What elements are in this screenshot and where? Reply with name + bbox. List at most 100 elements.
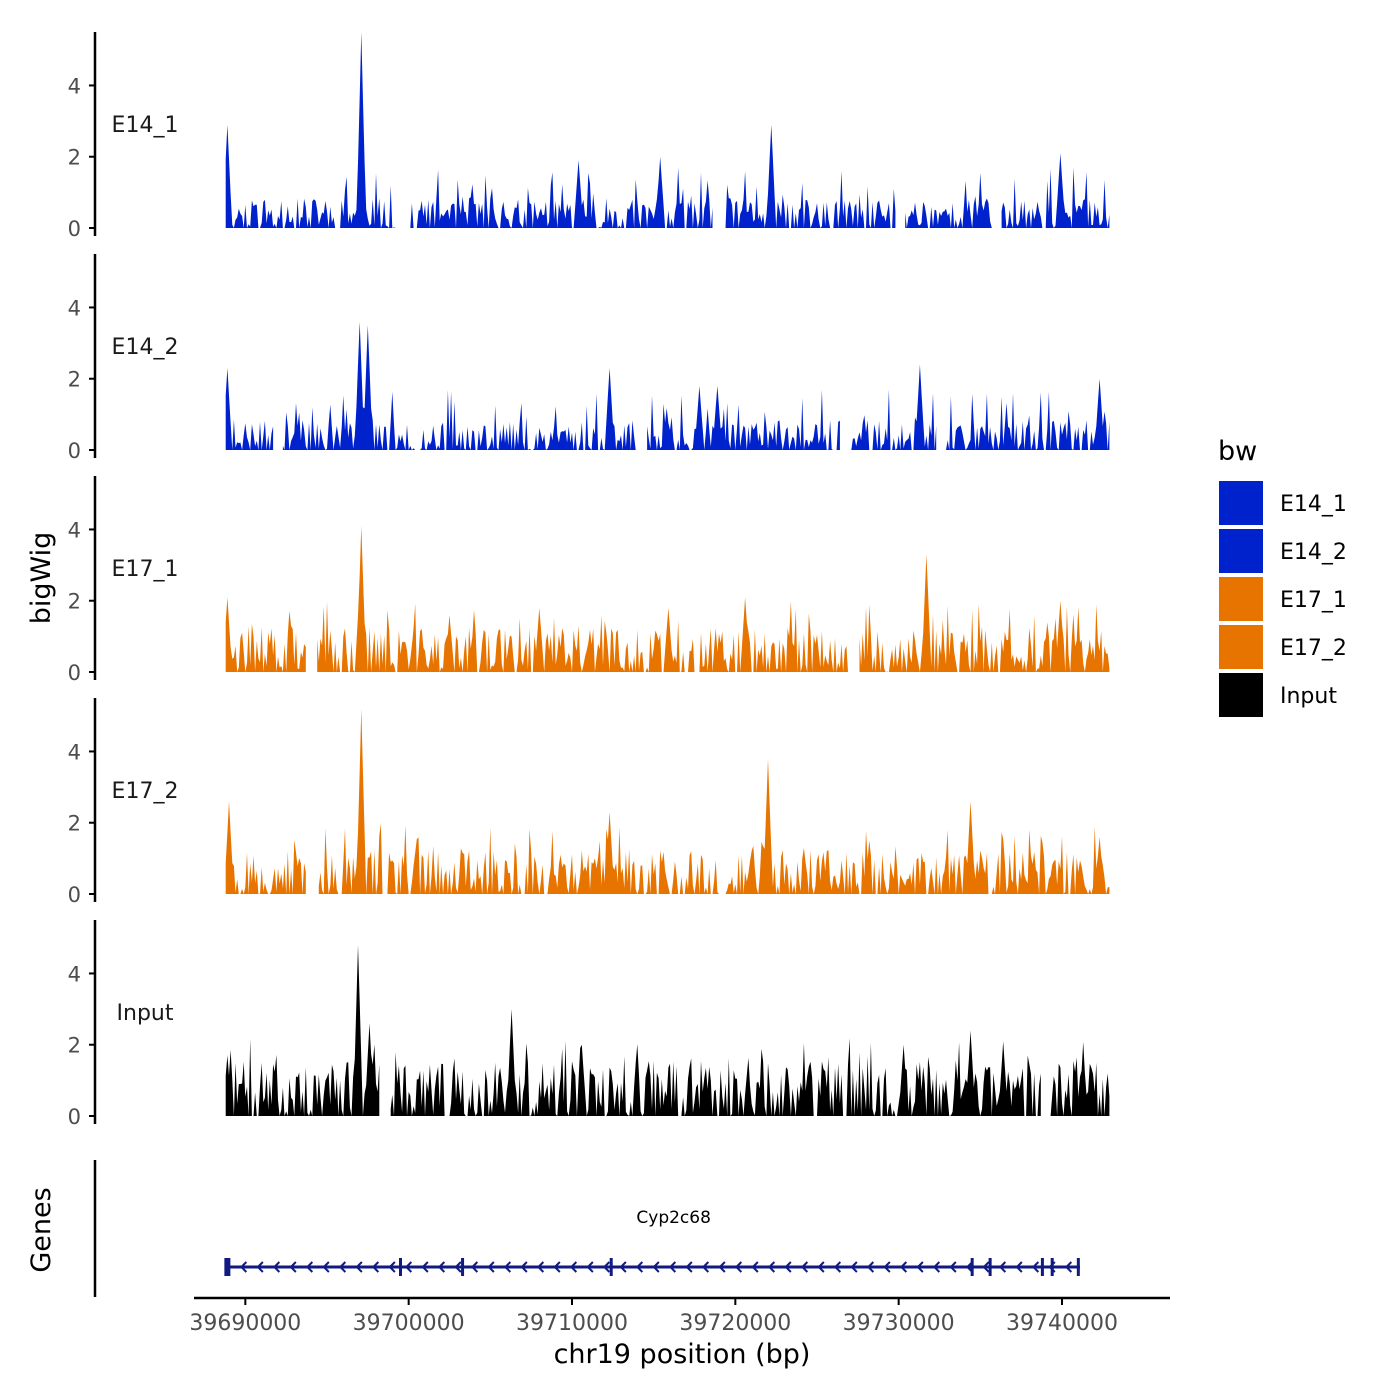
strand-arrow — [338, 1261, 347, 1273]
y-tick-label: 2 — [68, 590, 81, 614]
signal-area — [318, 708, 1110, 894]
strand-arrow — [652, 1261, 660, 1273]
strand-arrow — [668, 1261, 677, 1273]
y-tick-label: 0 — [68, 217, 81, 241]
strand-arrow — [553, 1261, 561, 1273]
gene-name: Cyp2c68 — [636, 1208, 711, 1228]
legend-label: E17_2 — [1280, 636, 1347, 661]
x-axis-title: chr19 position (bp) — [554, 1339, 811, 1370]
strand-arrow — [520, 1261, 528, 1273]
strand-arrow — [437, 1261, 446, 1273]
track-E17_1: 0 2 4 E17_1 — [68, 476, 1110, 685]
x-tick-label: 39710000 — [516, 1311, 628, 1336]
signal-area — [225, 368, 274, 450]
exon — [970, 1258, 974, 1276]
exon — [461, 1258, 465, 1276]
strand-arrow — [388, 1261, 396, 1273]
strand-arrow — [982, 1261, 990, 1273]
x-tick-label: 39690000 — [189, 1311, 301, 1336]
strand-arrow — [1015, 1261, 1023, 1273]
x-tick-label: 39700000 — [353, 1311, 465, 1336]
strand-arrow — [619, 1261, 627, 1273]
legend-swatch — [1219, 673, 1263, 717]
legend-label: E14_1 — [1280, 492, 1347, 517]
genes-panel: Cyp2c68 — [93, 1160, 1080, 1297]
track-label: E14_2 — [112, 335, 179, 360]
strand-arrow — [322, 1261, 330, 1273]
strand-arrow — [256, 1261, 264, 1273]
strand-arrow — [421, 1261, 429, 1273]
exon — [1076, 1258, 1080, 1276]
strand-arrow — [289, 1261, 297, 1273]
strand-arrow — [817, 1261, 825, 1273]
track-label: E17_1 — [112, 557, 179, 582]
legend-title: bw — [1218, 436, 1257, 467]
y-tick-label: 0 — [68, 661, 81, 685]
signal-area — [859, 554, 1110, 672]
legend-label: E17_1 — [1280, 588, 1347, 613]
signal-area — [905, 172, 992, 228]
strand-arrow — [998, 1261, 1007, 1273]
strand-arrow — [454, 1261, 462, 1273]
track-label: E14_1 — [112, 113, 179, 138]
strand-arrow — [470, 1261, 479, 1273]
strand-arrow — [371, 1261, 380, 1273]
strand-arrow — [635, 1261, 644, 1273]
signal-area — [225, 32, 396, 228]
signal-area — [225, 597, 306, 672]
signal-area — [225, 801, 306, 894]
strand-arrow — [239, 1261, 248, 1273]
exon — [1050, 1258, 1054, 1276]
strand-arrow — [916, 1261, 924, 1273]
legend-swatch — [1219, 577, 1263, 621]
track-label: Input — [117, 1001, 174, 1026]
strand-arrow — [800, 1261, 809, 1273]
signal-area — [647, 385, 840, 450]
strand-arrow — [850, 1261, 858, 1273]
strand-arrow — [536, 1261, 545, 1273]
strand-arrow — [1064, 1261, 1073, 1273]
strand-arrow — [784, 1261, 792, 1273]
legend-swatch — [1219, 529, 1263, 573]
legend-label: E14_2 — [1280, 540, 1347, 565]
y-tick-label: 0 — [68, 883, 81, 907]
legend: bw E14_1 E14_2 E17_1 E17_2 Input — [1218, 436, 1347, 717]
y-tick-label: 0 — [68, 1105, 81, 1129]
tracks-layer: 0 2 4 E14_1 0 2 4 E14_2 0 2 4 E17_1 0 2 4 E17_2 0 2 4 Input — [68, 32, 1110, 1129]
exon — [224, 1258, 231, 1276]
strand-arrow — [899, 1261, 908, 1273]
x-tick-label: 39740000 — [1006, 1311, 1118, 1336]
strand-arrow — [932, 1261, 941, 1273]
signal-area — [946, 378, 1110, 450]
strand-arrow — [883, 1261, 891, 1273]
strand-arrow — [355, 1261, 363, 1273]
y-tick-label: 4 — [68, 74, 81, 98]
legend-swatch — [1219, 625, 1263, 669]
y-tick-label: 2 — [68, 146, 81, 170]
strand-arrow — [569, 1261, 578, 1273]
y-tick-label: 4 — [68, 518, 81, 542]
strand-arrow — [305, 1261, 314, 1273]
y-tick-label: 2 — [68, 368, 81, 392]
signal-area — [1001, 153, 1110, 228]
track-E14_2: 0 2 4 E14_2 — [68, 254, 1110, 463]
strand-arrow — [949, 1261, 957, 1273]
signal-area — [410, 156, 713, 228]
signal-area — [317, 525, 848, 672]
y-axis-title: bigWig — [26, 532, 57, 625]
y-tick-label: 4 — [68, 962, 81, 986]
x-tick-label: 39720000 — [679, 1311, 791, 1336]
strand-arrow — [866, 1261, 875, 1273]
y-tick-label: 0 — [68, 439, 81, 463]
x-axis: 39690000 39700000 39710000 39720000 39730000… — [189, 1296, 1170, 1336]
exon — [399, 1258, 402, 1276]
strand-arrow — [751, 1261, 759, 1273]
strand-arrow — [602, 1261, 611, 1273]
x-tick-label: 39730000 — [843, 1311, 955, 1336]
strand-arrow — [718, 1261, 726, 1273]
signal-area — [390, 1009, 1041, 1116]
y-tick-label: 2 — [68, 1034, 81, 1058]
y-tick-label: 4 — [68, 296, 81, 320]
strand-arrow — [833, 1261, 842, 1273]
exon — [1040, 1258, 1044, 1276]
